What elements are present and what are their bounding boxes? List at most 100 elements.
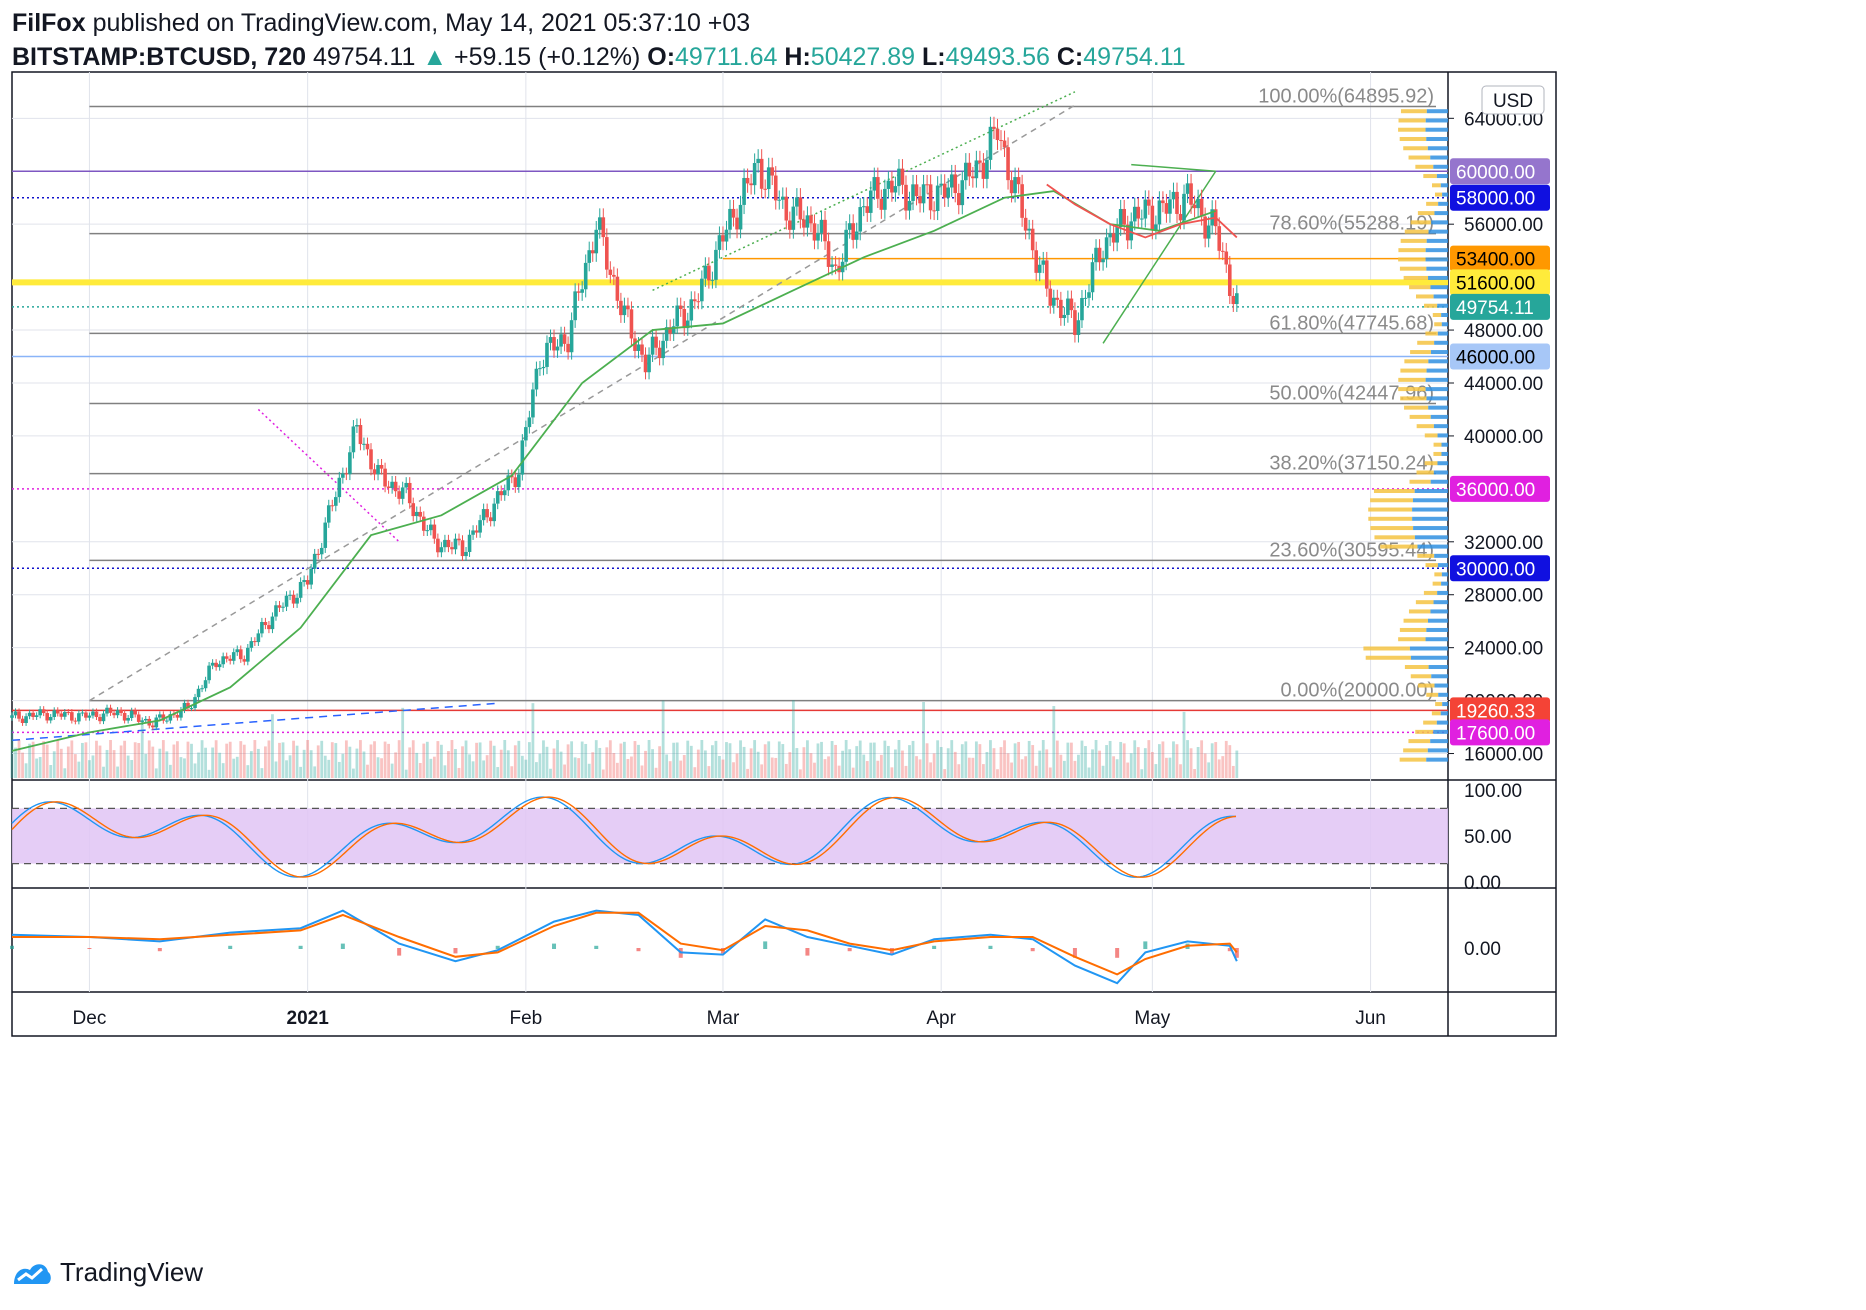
volume-bar xyxy=(471,761,475,778)
volume-profile-bar xyxy=(1437,563,1448,568)
candle-body xyxy=(935,185,940,211)
candle-body xyxy=(756,158,760,164)
volume-bar xyxy=(1055,740,1059,778)
author-name[interactable]: FilFox xyxy=(12,9,86,37)
price-chart[interactable]: Dec2021FebMarAprMayJun16000.0020000.0024… xyxy=(0,0,1866,1250)
currency-badge[interactable] xyxy=(1481,85,1545,115)
volume-bar xyxy=(337,761,341,778)
macd-line xyxy=(11,909,1238,985)
volume-bar xyxy=(232,758,236,778)
volume-profile-bar xyxy=(1440,711,1448,716)
volume-profile-bar xyxy=(1442,192,1448,197)
volume-bar xyxy=(1228,745,1232,778)
candle-body xyxy=(1227,264,1232,296)
volume-bar xyxy=(848,749,852,778)
volume-profile-bar xyxy=(1404,229,1429,234)
candle-body xyxy=(502,490,507,496)
fib-level-label: 100.00%(64895.92) xyxy=(1258,85,1434,107)
volume-profile-bar xyxy=(1442,702,1448,707)
volume-bar xyxy=(140,721,144,778)
volume-bar xyxy=(130,760,134,778)
candle-body xyxy=(798,197,803,220)
candle-body xyxy=(890,180,894,193)
volume-bar xyxy=(218,752,222,778)
candle-body xyxy=(932,210,936,212)
price-tick-label: 28000.00 xyxy=(1464,586,1543,607)
price-level-tag-label: 58000.00 xyxy=(1456,189,1535,210)
macd-histogram-bar xyxy=(87,948,92,949)
candle-body xyxy=(657,347,662,359)
candle-body xyxy=(964,162,968,181)
candle-body xyxy=(749,183,753,186)
candle-body xyxy=(126,717,130,721)
candle-body xyxy=(802,219,806,228)
candle-body xyxy=(1034,250,1039,273)
volume-bar xyxy=(1094,740,1098,778)
volume-bar xyxy=(1154,764,1158,778)
candle-body xyxy=(277,605,282,608)
trend-line xyxy=(11,702,498,742)
volume-bar xyxy=(1189,748,1193,778)
volume-bar xyxy=(1115,759,1119,778)
low-label: L: xyxy=(922,43,946,71)
volume-bar xyxy=(45,744,49,778)
volume-bar xyxy=(862,754,866,778)
candle-body xyxy=(763,188,767,190)
macd-histogram-bar xyxy=(932,945,937,949)
volume-profile-bar xyxy=(1424,461,1438,466)
price-level-tag xyxy=(1450,697,1550,724)
candle-body xyxy=(446,539,451,548)
candle-body xyxy=(295,597,299,604)
candle-body xyxy=(626,305,630,310)
candle-body xyxy=(1076,320,1081,335)
candle-body xyxy=(1108,233,1112,238)
volume-profile-bar xyxy=(1433,451,1442,456)
volume-bar xyxy=(359,740,362,778)
volume-bar xyxy=(513,745,517,778)
price-level-tag xyxy=(1450,293,1550,320)
candle-body xyxy=(1189,183,1193,205)
volume-bar xyxy=(239,741,243,778)
trend-line xyxy=(257,408,400,543)
candle-body xyxy=(714,249,718,280)
candle-body xyxy=(66,712,71,714)
volume-bar xyxy=(552,748,556,778)
volume-bar xyxy=(1165,757,1168,778)
volume-bar xyxy=(77,761,81,778)
candle-body xyxy=(238,649,243,660)
volume-bar xyxy=(1150,752,1154,778)
candle-body xyxy=(298,581,303,598)
volume-bar xyxy=(932,753,936,778)
candle-body xyxy=(17,711,21,719)
candle-body xyxy=(281,606,285,608)
symbol-name[interactable]: BITSTAMP:BTCUSD, 720 xyxy=(12,43,307,71)
volume-profile-bar xyxy=(1410,655,1448,660)
volume-profile-bar xyxy=(1400,109,1427,114)
volume-bar xyxy=(179,757,183,778)
volume-profile-bar xyxy=(1403,748,1428,753)
volume-bar xyxy=(464,740,468,778)
candle-body xyxy=(703,265,708,279)
candle-body xyxy=(150,725,155,728)
volume-bar xyxy=(468,754,471,778)
candle-body xyxy=(344,473,349,475)
tradingview-brand[interactable]: TradingView xyxy=(60,1257,204,1287)
candle-body xyxy=(365,443,370,450)
volume-bar xyxy=(1210,743,1214,778)
candle-body xyxy=(759,158,764,189)
volume-profile-bar xyxy=(1409,414,1431,419)
candle-body xyxy=(383,468,387,487)
publish-line: FilFox published on TradingView.com, May… xyxy=(12,6,1852,40)
candle-body xyxy=(1139,218,1144,220)
candle-body xyxy=(312,553,317,569)
candle-body xyxy=(154,717,159,728)
volume-bar xyxy=(598,747,602,778)
candle-body xyxy=(780,196,785,200)
candle-body xyxy=(390,481,394,488)
candle-body xyxy=(580,289,584,293)
volume-profile-bar xyxy=(1434,322,1442,327)
volume-profile-bar xyxy=(1430,350,1448,355)
candle-body xyxy=(1231,295,1236,305)
candle-body xyxy=(1161,200,1165,204)
volume-profile-bar xyxy=(1404,405,1429,410)
